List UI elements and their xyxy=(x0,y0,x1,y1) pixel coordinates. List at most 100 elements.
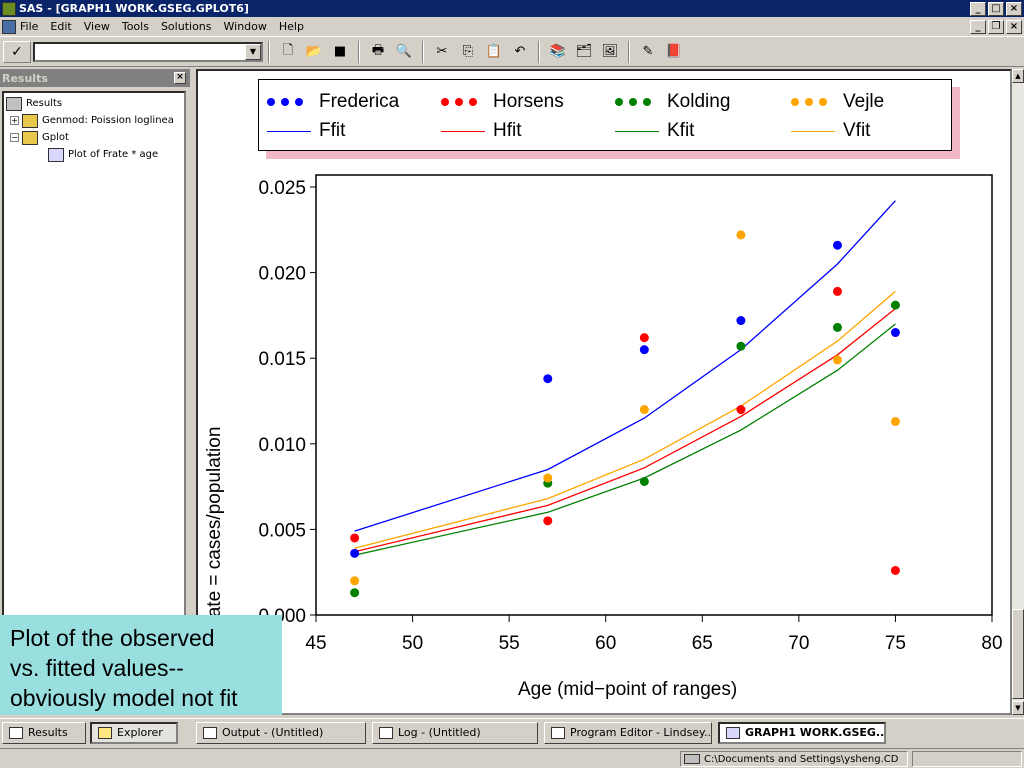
tree-node-genmod[interactable]: + Genmod: Poission loglinea xyxy=(4,112,184,129)
tree-node-plot[interactable]: Plot of Frate * age xyxy=(4,146,184,163)
data-point-frederica xyxy=(350,548,360,558)
window-tab-log[interactable]: Log - (Untitled) xyxy=(372,721,538,744)
data-point-horsens xyxy=(832,286,842,296)
print-preview-icon[interactable]: 🔍 xyxy=(395,44,413,59)
legend-label: Kfit xyxy=(667,120,695,141)
menu-solutions[interactable]: Solutions xyxy=(160,20,212,33)
window-tab-graph[interactable]: GRAPH1 WORK.GSEG.... xyxy=(718,721,886,744)
format-icon[interactable]: ✎ xyxy=(642,44,654,59)
results-icon[interactable]: 🖼 xyxy=(601,44,619,59)
legend-item-vfit: Vfit xyxy=(791,119,870,143)
legend-item-horsens: Horsens xyxy=(441,90,564,114)
menu-edit[interactable]: Edit xyxy=(50,20,72,33)
legend-item-frederica: Frederica xyxy=(267,90,399,114)
legend-item-kolding: Kolding xyxy=(615,90,730,114)
drive-icon xyxy=(684,754,700,764)
checkmark-icon[interactable]: ✓ xyxy=(3,40,31,63)
x-tick-label: 75 xyxy=(885,633,906,654)
tree-node-label: Gplot xyxy=(42,132,69,143)
annotation-callout: Plot of the observed vs. fitted values--… xyxy=(0,615,282,715)
data-point-vejle xyxy=(832,355,842,365)
minimize-button[interactable]: _ xyxy=(970,1,986,16)
close-button[interactable]: × xyxy=(1006,1,1022,16)
collapse-icon[interactable]: − xyxy=(10,133,19,142)
results-panel-title: Results xyxy=(2,71,48,85)
close-icon[interactable]: × xyxy=(174,72,186,84)
paste-icon[interactable]: 📋 xyxy=(485,44,503,59)
window-taskbar: Results Explorer Output - (Untitled) Log… xyxy=(0,718,1024,746)
tab-explorer[interactable]: Explorer xyxy=(90,721,178,744)
results-icon xyxy=(6,96,22,111)
cut-icon[interactable]: ✂ xyxy=(436,44,448,59)
data-point-frederica xyxy=(736,316,746,326)
folder-icon xyxy=(22,130,38,145)
expand-icon[interactable]: + xyxy=(10,116,19,125)
tree-node-gplot[interactable]: − Gplot xyxy=(4,129,184,146)
data-point-kolding xyxy=(832,322,842,332)
data-point-kolding xyxy=(890,300,900,310)
results-tree: Results + Genmod: Poission loglinea − Gp… xyxy=(2,91,186,715)
menu-file[interactable]: File xyxy=(20,20,39,33)
scroll-thumb[interactable] xyxy=(1012,609,1024,699)
tab-label: GRAPH1 WORK.GSEG.... xyxy=(745,726,886,739)
legend-label: Hfit xyxy=(493,120,522,141)
y-axis-label: Rate = cases/population xyxy=(204,426,225,631)
data-point-vejle xyxy=(890,417,900,427)
new-icon[interactable]: 🗋 xyxy=(282,42,294,58)
command-input[interactable] xyxy=(35,43,245,60)
help-book-icon[interactable]: 📕 xyxy=(665,44,683,59)
legend-item-hfit: Hfit xyxy=(441,119,522,143)
sas-app-icon xyxy=(2,1,16,16)
data-point-frederica xyxy=(832,240,842,250)
menu-view[interactable]: View xyxy=(83,20,110,33)
menu-help[interactable]: Help xyxy=(278,20,304,33)
doc-close-button[interactable]: × xyxy=(1006,19,1022,34)
print-icon[interactable]: 🖶 xyxy=(371,42,385,58)
scroll-down-icon[interactable]: ▼ xyxy=(1012,701,1024,715)
explorer-icon xyxy=(98,726,112,739)
open-icon[interactable]: 📂 xyxy=(305,44,323,59)
tab-results[interactable]: Results xyxy=(2,721,86,744)
data-point-horsens xyxy=(736,405,746,415)
scroll-up-icon[interactable]: ▲ xyxy=(1012,69,1024,83)
program-editor-icon xyxy=(551,726,565,739)
window-tab-output[interactable]: Output - (Untitled) xyxy=(196,721,366,744)
menu-window[interactable]: Window xyxy=(223,20,267,33)
data-point-frederica xyxy=(543,374,553,384)
data-point-horsens xyxy=(543,516,553,526)
vertical-scrollbar[interactable]: ▲ ▼ xyxy=(1012,69,1024,715)
chevron-down-icon[interactable]: ▼ xyxy=(245,43,261,60)
callout-line: obviously model not fit xyxy=(10,685,238,711)
toolbar: ✓ ▼ 🗋 📂 ■ 🖶 🔍 ✂ ⎘ 📋 ↶ 📚 🗂 🖼 ✎ 📕 xyxy=(0,37,1024,67)
legend-label: Kolding xyxy=(667,91,731,112)
menu-bar: File Edit View Tools Solutions Window He… xyxy=(0,17,1024,37)
data-point-kolding xyxy=(350,588,360,598)
callout-line: Plot of the observed xyxy=(10,625,215,651)
explorer-icon[interactable]: 🗂 xyxy=(575,44,593,59)
menu-tools[interactable]: Tools xyxy=(121,20,149,33)
graph-icon xyxy=(48,147,64,162)
tree-node-label: Results xyxy=(26,98,63,109)
command-box[interactable]: ▼ xyxy=(33,41,263,62)
doc-restore-button[interactable]: ❐ xyxy=(988,19,1004,34)
undo-icon[interactable]: ↶ xyxy=(514,44,526,59)
x-tick-label: 65 xyxy=(692,633,713,654)
save-icon[interactable]: ■ xyxy=(333,44,347,59)
legend-label: Vfit xyxy=(843,120,871,141)
doc-minimize-button[interactable]: _ xyxy=(970,19,986,34)
window-tab-program-editor[interactable]: Program Editor - Lindsey... xyxy=(544,721,712,744)
results-panel-header: Results × xyxy=(0,69,190,87)
data-point-frederica xyxy=(639,345,649,355)
document-icon[interactable] xyxy=(2,19,16,34)
y-tick-label: 0.005 xyxy=(258,520,306,541)
plot-frame xyxy=(315,174,993,616)
copy-icon[interactable]: ⎘ xyxy=(462,44,474,59)
y-tick-label: 0.010 xyxy=(258,435,306,456)
status-bar: C:\Documents and Settings\ysheng.CD xyxy=(0,748,1024,768)
legend-label: Ffit xyxy=(319,120,346,141)
y-tick-label: 0.025 xyxy=(258,178,306,199)
maximize-button[interactable]: □ xyxy=(988,1,1004,16)
libraries-icon[interactable]: 📚 xyxy=(549,44,567,59)
tree-node-results[interactable]: Results xyxy=(4,95,184,112)
